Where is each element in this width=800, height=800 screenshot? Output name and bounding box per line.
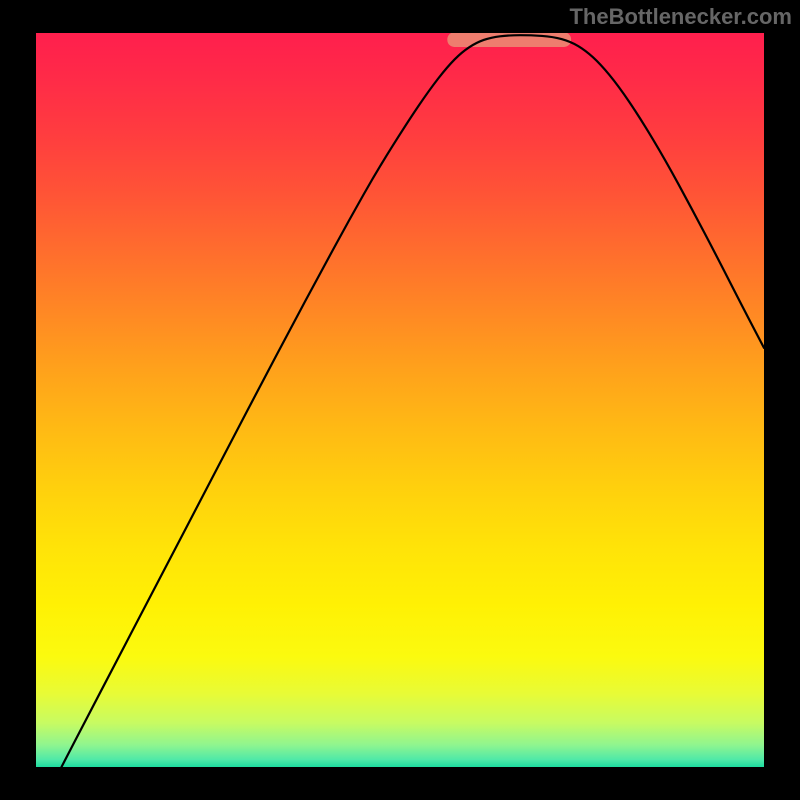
plot-area xyxy=(36,33,764,767)
watermark-text: TheBottlenecker.com xyxy=(569,4,792,30)
plot-svg xyxy=(36,33,764,767)
chart-container: TheBottlenecker.com xyxy=(0,0,800,800)
